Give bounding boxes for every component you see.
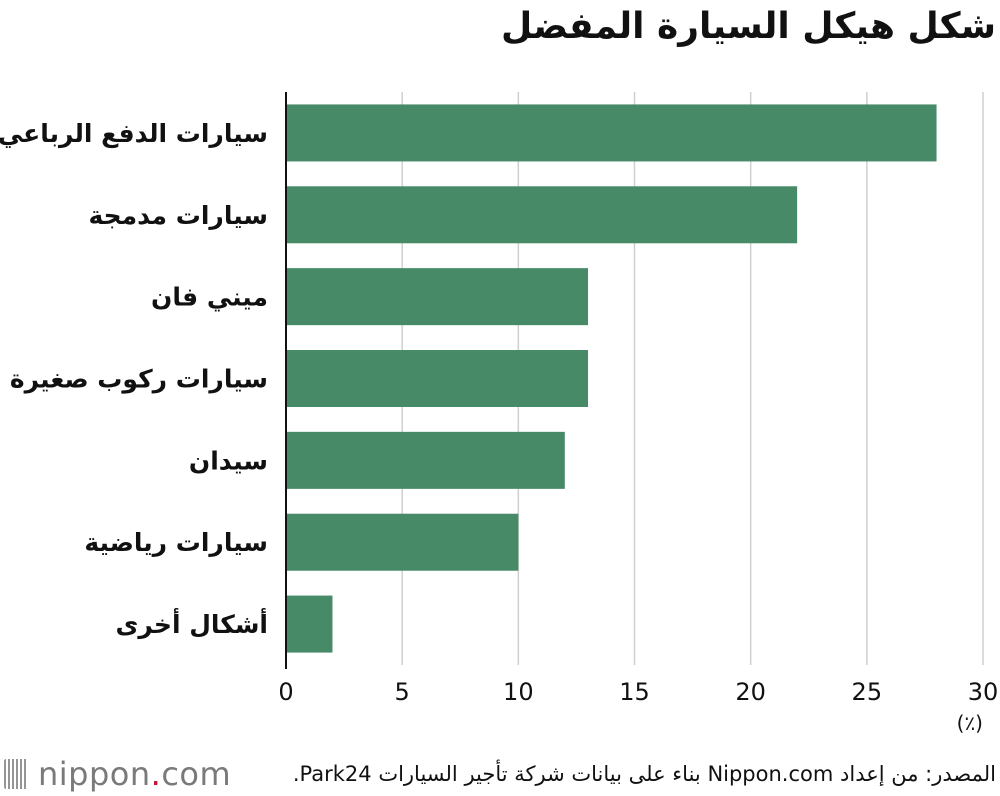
category-label: سيدان bbox=[189, 446, 268, 475]
tick-labels: 0 5 10 15 20 25 30 bbox=[278, 678, 998, 706]
category-label: أشكال أخرى bbox=[115, 608, 268, 640]
unit-label: (٪) bbox=[957, 711, 983, 735]
source-note: المصدر: من إعداد Nippon.com بناء على بيا… bbox=[292, 762, 996, 786]
logo-mark-icon bbox=[4, 759, 28, 789]
chart-title: شكل هيكل السيارة المفضل bbox=[501, 6, 996, 47]
x-tick-label: 10 bbox=[503, 678, 534, 706]
bar-chart: سيارات الدفع الرباعي سيارات مدمجة ميني فان… bbox=[0, 92, 998, 735]
x-tick-label: 20 bbox=[735, 678, 766, 706]
category-labels: سيارات الدفع الرباعي سيارات مدمجة ميني فان… bbox=[0, 119, 268, 640]
x-tick-label: 0 bbox=[278, 678, 293, 706]
nippon-logo: nippon.com bbox=[4, 754, 231, 794]
footer: nippon.com المصدر: من إعداد Nippon.com ب… bbox=[0, 748, 1000, 796]
bar bbox=[286, 268, 589, 326]
category-label: ميني فان bbox=[151, 283, 268, 312]
category-label: سيارات ركوب صغيرة bbox=[10, 365, 268, 395]
category-label: سيارات رياضية bbox=[84, 528, 268, 557]
bars bbox=[286, 104, 937, 653]
logo-dot: . bbox=[150, 755, 162, 793]
bar bbox=[286, 595, 333, 653]
bar bbox=[286, 513, 519, 571]
bar bbox=[286, 350, 589, 407]
x-tick-label: 15 bbox=[619, 678, 650, 706]
x-tick-label: 30 bbox=[968, 678, 999, 706]
x-tick-label: 5 bbox=[395, 678, 410, 706]
bar bbox=[286, 104, 937, 162]
bar bbox=[286, 186, 798, 244]
category-label: سيارات الدفع الرباعي bbox=[0, 119, 268, 149]
bar bbox=[286, 431, 565, 489]
x-tick-label: 25 bbox=[852, 678, 883, 706]
logo-text: nippon.com bbox=[38, 755, 232, 793]
category-label: سيارات مدمجة bbox=[88, 201, 268, 230]
